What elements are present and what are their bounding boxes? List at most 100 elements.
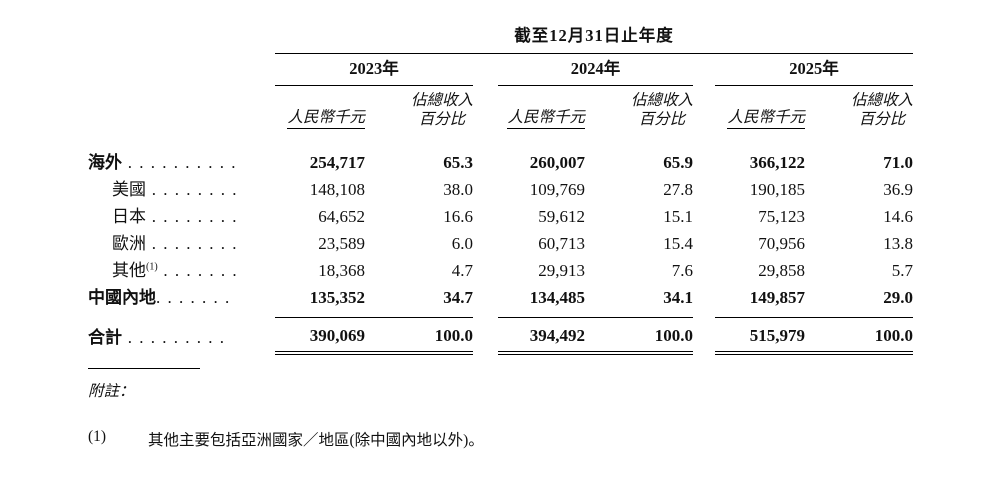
table-row: 中國內地. . . . . . . 135,352 34.7 134,485 34.1 1…: [88, 285, 913, 318]
year-header-2024: 2024年: [498, 53, 693, 86]
cell-value: 515,979: [715, 317, 805, 355]
cell-value: 36.9: [883, 180, 913, 199]
column-gap: [693, 318, 715, 354]
dot-leader: . . . . . . . .: [146, 207, 238, 226]
dot-leader: . . . . . . .: [156, 288, 231, 308]
column-gap: [473, 177, 498, 204]
cell-value: 38.0: [443, 180, 473, 199]
cell-value: 71.0: [883, 153, 913, 172]
cell-value: 65.3: [443, 153, 473, 172]
amount-column-header: 人民幣千元: [715, 86, 805, 132]
column-gap: [473, 285, 498, 318]
row-label: 美國 . . . . . . . .: [112, 180, 238, 199]
cell-value: 366,122: [749, 153, 805, 172]
percent-column-header: 佔總收入 百分比: [365, 86, 473, 132]
row-label: 歐洲 . . . . . . . .: [112, 234, 238, 253]
cell-value: 190,185: [749, 180, 805, 199]
cell-value: 29,858: [758, 261, 805, 280]
revenue-by-region-table: 截至12月31日止年度 2023年 2024年 2025年 人民幣千元 佔總收入: [88, 24, 913, 355]
cell-value: 100.0: [585, 317, 693, 355]
column-gap: [693, 204, 715, 231]
column-gap: [693, 131, 715, 177]
year-header-2025: 2025年: [715, 53, 913, 86]
cell-value: 100.0: [365, 317, 473, 355]
amount-header-label: 人民幣千元: [727, 108, 805, 129]
header-spacer: [88, 24, 275, 54]
cell-value: 5.7: [891, 261, 913, 280]
cell-value: 15.4: [663, 234, 693, 253]
column-gap: [693, 285, 715, 318]
cell-value: 64,652: [318, 207, 365, 226]
column-gap: [693, 177, 715, 204]
cell-value: 390,069: [275, 317, 365, 355]
row-label: 其他(1) . . . . . . .: [112, 261, 239, 280]
cell-value: 394,492: [498, 317, 585, 355]
column-gap: [693, 54, 715, 86]
footnote-text: 其他主要包括亞洲國家／地區(除中國內地以外)。: [148, 432, 484, 449]
percent-header-line1: 佔總收入: [850, 92, 913, 109]
column-gap: [693, 231, 715, 258]
footnote-separator-line: [88, 368, 200, 369]
percent-header-line1: 佔總收入: [410, 92, 473, 109]
amount-column-header: 人民幣千元: [498, 86, 585, 132]
cell-value: 134,485: [529, 288, 585, 307]
footnotes-section: 附註： (1) 其他主要包括亞洲國家／地區(除中國內地以外)。: [88, 368, 948, 450]
table-body: 海外 . . . . . . . . . . 254,717 65.3 260,007…: [88, 131, 913, 355]
percent-column-header: 佔總收入 百分比: [585, 86, 693, 132]
cell-value: 4.7: [451, 261, 473, 280]
dot-leader: . . . . . . . .: [146, 234, 238, 253]
cell-value: 109,769: [529, 180, 585, 199]
column-gap: [473, 258, 498, 285]
footnote-reference: (1): [146, 261, 158, 273]
cell-value: 254,717: [309, 153, 365, 172]
header-spacer: [88, 86, 275, 132]
column-gap: [473, 318, 498, 354]
row-label: 中國內地. . . . . . .: [88, 288, 231, 308]
year-header-2023: 2023年: [275, 53, 473, 86]
percent-column-header: 佔總收入 百分比: [805, 86, 913, 132]
dot-leader: . . . . . . .: [157, 261, 239, 280]
table-row: 其他(1) . . . . . . . 18,368 4.7 29,913 7.6 29,…: [88, 258, 913, 285]
table-row: 日本 . . . . . . . . 64,652 16.6 59,612 15.1 75…: [88, 204, 913, 231]
column-gap: [473, 86, 498, 132]
cell-value: 260,007: [529, 153, 585, 172]
cell-value: 14.6: [883, 207, 913, 226]
cell-value: 23,589: [318, 234, 365, 253]
cell-value: 18,368: [318, 261, 365, 280]
cell-value: 27.8: [663, 180, 693, 199]
cell-value: 16.6: [443, 207, 473, 226]
column-gap: [473, 131, 498, 177]
percent-header-line2: 百分比: [418, 111, 466, 128]
dot-leader: . . . . . . . . . .: [122, 153, 237, 172]
cell-value: 29,913: [538, 261, 585, 280]
column-gap: [693, 86, 715, 132]
cell-value: 148,108: [309, 180, 365, 199]
cell-value: 100.0: [805, 317, 913, 355]
cell-value: 60,713: [538, 234, 585, 253]
column-gap: [693, 258, 715, 285]
cell-value: 7.6: [671, 261, 693, 280]
percent-header-line2: 百分比: [638, 111, 686, 128]
footnote-heading: 附註：: [88, 383, 135, 400]
column-gap: [473, 204, 498, 231]
dot-leader: . . . . . . . .: [146, 180, 238, 199]
cell-value: 59,612: [538, 207, 585, 226]
cell-value: 149,857: [749, 288, 805, 307]
header-spacer: [88, 54, 275, 86]
column-gap: [473, 54, 498, 86]
percent-header-line2: 百分比: [858, 111, 906, 128]
amount-header-label: 人民幣千元: [507, 108, 585, 129]
cell-value: 13.8: [883, 234, 913, 253]
table-row: 歐洲 . . . . . . . . 23,589 6.0 60,713 15.4 70,…: [88, 231, 913, 258]
footnote-item: (1) 其他主要包括亞洲國家／地區(除中國內地以外)。: [88, 428, 948, 450]
cell-value: 135,352: [309, 288, 365, 307]
cell-value: 15.1: [663, 207, 693, 226]
cell-value: 34.1: [663, 288, 693, 307]
row-label: 日本 . . . . . . . .: [112, 207, 238, 226]
cell-value: 70,956: [758, 234, 805, 253]
cell-value: 29.0: [883, 288, 913, 307]
cell-value: 34.7: [443, 288, 473, 307]
year-header-row: 2023年 2024年 2025年: [88, 53, 913, 86]
amount-column-header: 人民幣千元: [275, 86, 365, 132]
